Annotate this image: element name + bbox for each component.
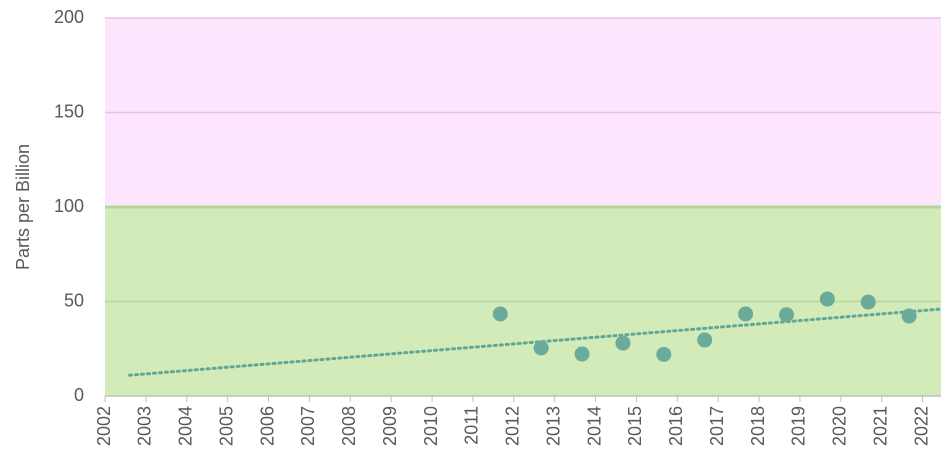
x-tick-label: 2014 — [584, 406, 604, 446]
y-tick-label: 0 — [74, 385, 84, 405]
x-tick-label: 2003 — [135, 406, 155, 446]
point — [615, 335, 631, 351]
y-tick-label: 200 — [54, 7, 84, 27]
x-tick-label: 2019 — [789, 406, 809, 446]
x-tick-label: 2009 — [380, 406, 400, 446]
x-tick-label: 2004 — [176, 406, 196, 446]
x-tick-label: 2015 — [625, 406, 645, 446]
x-tick-label: 2022 — [911, 406, 931, 446]
x-tick-label: 2020 — [830, 406, 850, 446]
y-tick-label: 150 — [54, 101, 84, 121]
y-tick-label: 100 — [54, 196, 84, 216]
x-tick-label: 2006 — [257, 406, 277, 446]
trendline — [128, 307, 942, 377]
x-tick-label: 2008 — [339, 406, 359, 446]
point — [778, 307, 794, 323]
x-tick-label: 2018 — [748, 406, 768, 446]
point — [738, 306, 754, 322]
x-tick-label: 2013 — [543, 406, 563, 446]
x-tick-label: 2002 — [94, 406, 114, 446]
point — [860, 294, 876, 310]
point — [574, 346, 590, 362]
point — [819, 291, 835, 307]
x-tick-label: 2011 — [462, 406, 482, 445]
x-tick-label: 2010 — [421, 406, 441, 446]
x-tick-label: 2016 — [666, 406, 686, 446]
x-tick-label: 2017 — [707, 406, 727, 446]
y-axis-label: Parts per Billion — [13, 144, 33, 270]
x-tick-label: 2005 — [216, 406, 236, 446]
y-tick-label: 50 — [64, 290, 84, 310]
point — [492, 306, 508, 322]
point — [656, 346, 672, 362]
x-tick-label: 2012 — [503, 406, 523, 446]
point — [697, 332, 713, 348]
point — [901, 308, 917, 324]
x-tick-label: 2007 — [298, 406, 318, 446]
point — [533, 340, 549, 356]
x-tick-label: 2021 — [870, 406, 890, 446]
